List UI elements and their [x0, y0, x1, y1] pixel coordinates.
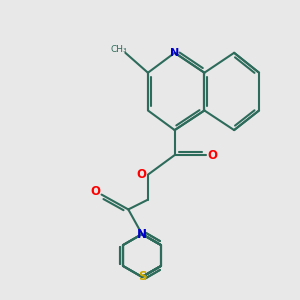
Text: O: O [136, 168, 146, 181]
Text: N: N [170, 48, 179, 58]
Text: S: S [138, 270, 146, 284]
Text: O: O [91, 185, 100, 198]
Text: CH₃: CH₃ [110, 45, 127, 54]
Text: O: O [207, 148, 218, 162]
Text: N: N [137, 228, 147, 241]
